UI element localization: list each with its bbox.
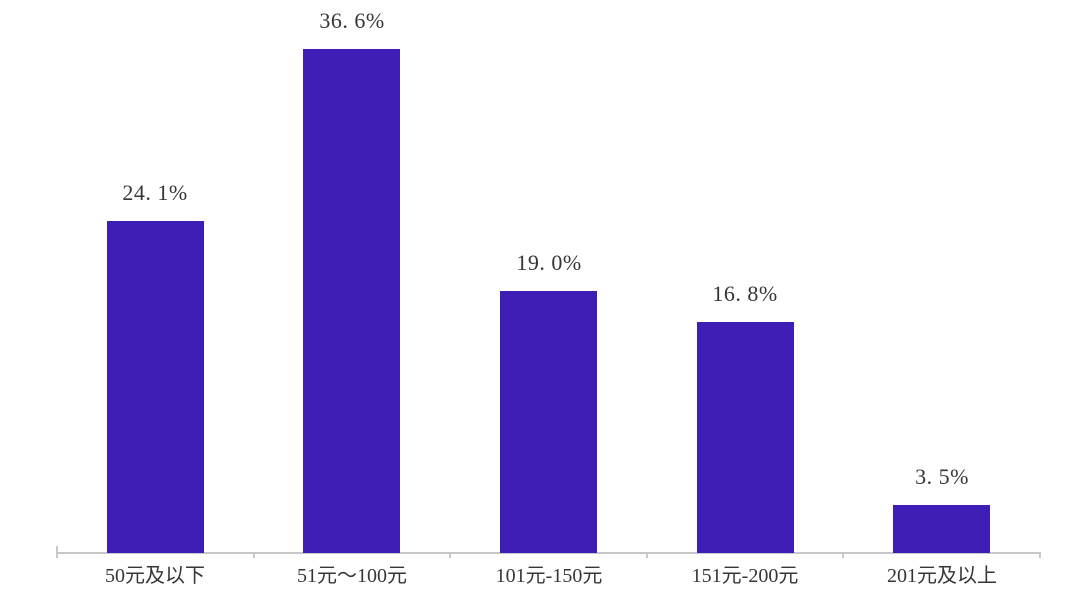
x-axis-label: 201元及以上 [887,565,997,587]
bar [697,322,794,553]
bar [107,221,204,553]
bar-value-label: 19. 0% [516,250,582,275]
x-axis-label: 101元-150元 [495,565,603,587]
x-axis-label: 51元～100元 [297,565,407,587]
x-axis-label: 50元及以下 [105,565,205,587]
x-axis-tick [646,552,648,558]
x-axis-tick [1039,552,1041,558]
x-axis-tick [449,552,451,558]
bar [303,49,400,553]
x-axis-tick [56,546,58,558]
bar-value-label: 36. 6% [319,8,385,33]
x-axis-line [57,552,1040,554]
x-axis-tick [253,552,255,558]
bar [500,291,597,553]
bar-value-label: 3. 5% [915,464,969,489]
bar-value-label: 16. 8% [712,281,778,306]
x-axis-tick [842,552,844,558]
x-axis-label: 151元-200元 [691,565,799,587]
bar-value-label: 24. 1% [122,180,188,205]
bar [893,505,990,553]
